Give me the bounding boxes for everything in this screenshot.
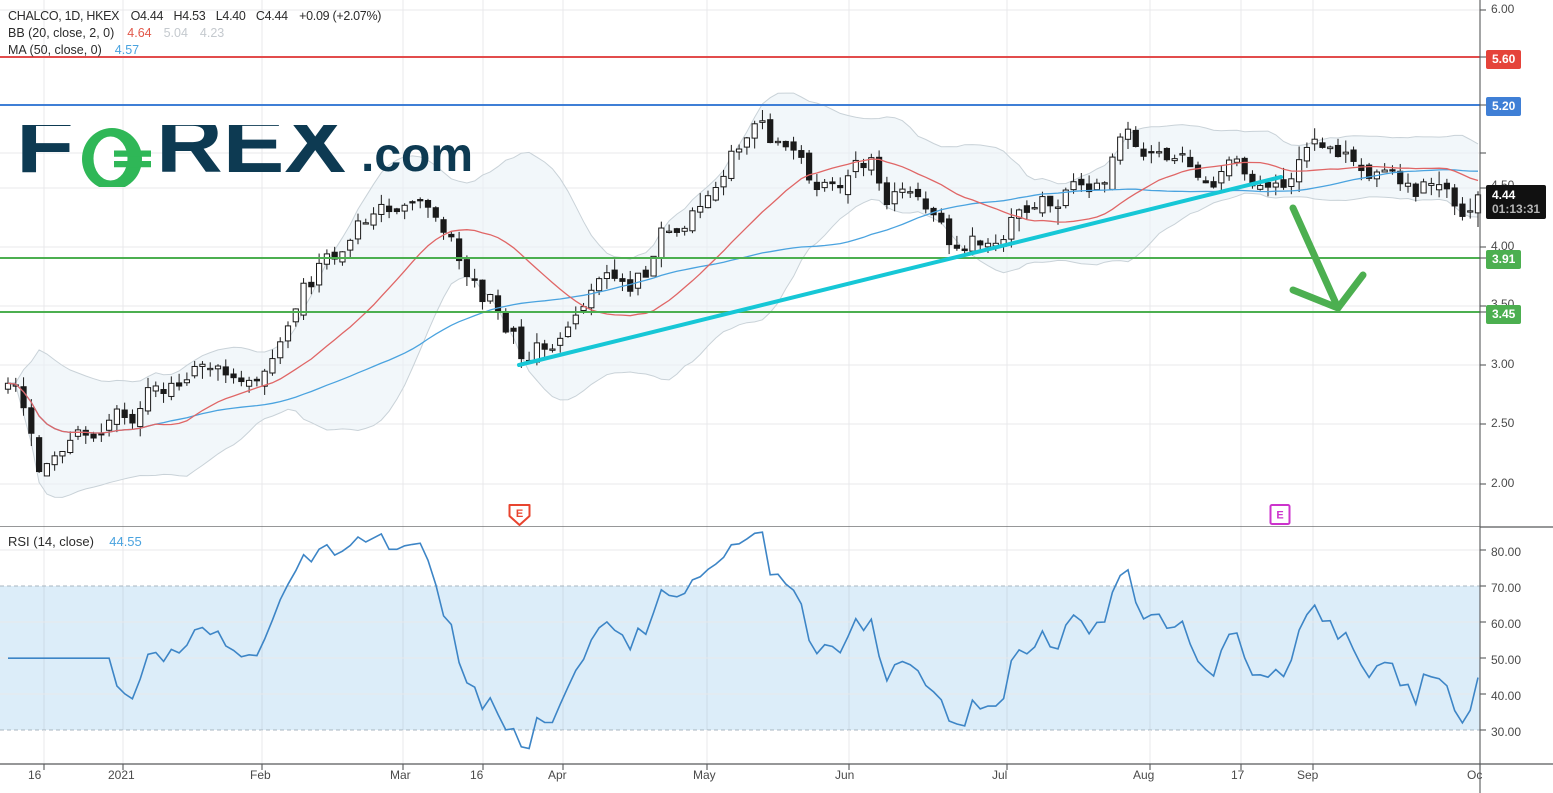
svg-text:E: E — [1276, 510, 1283, 522]
svg-text:.com: .com — [361, 129, 473, 182]
svg-text:REX: REX — [156, 125, 346, 187]
svg-text:F: F — [16, 125, 74, 187]
svg-text:E: E — [516, 508, 523, 520]
